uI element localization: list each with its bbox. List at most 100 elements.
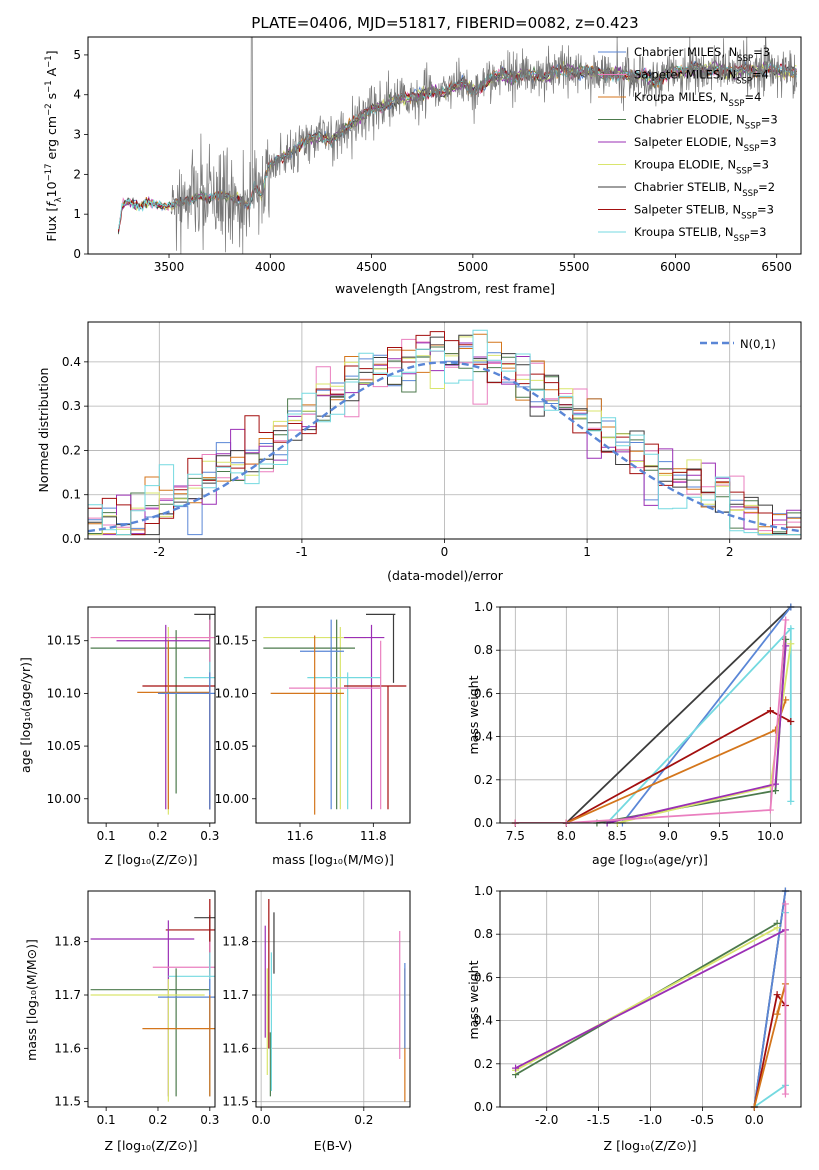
spec-ytick-label-1: 1 — [73, 207, 81, 221]
agez-ytick-label-1: 10.05 — [47, 739, 81, 753]
agez-ytick-label-0: 10.00 — [47, 792, 81, 806]
spec-legend-label-5: Kroupa ELODIE, NSSP=3 — [634, 158, 769, 177]
agez-xtick-label-2: 0.3 — [200, 829, 219, 843]
spec-xtick-label-2: 4500 — [356, 260, 387, 274]
hist-ytick-label-4: 0.4 — [62, 355, 81, 369]
mwage-line-3 — [515, 709, 792, 823]
mwage-ytick-label-3: 0.6 — [474, 686, 493, 700]
mwage-xtick-label-4: 9.5 — [710, 829, 729, 843]
agem-ytick-label-2: 10.10 — [215, 686, 249, 700]
mwz-ytick-label-5: 1.0 — [474, 884, 493, 898]
spec-legend-label-6: Chabrier STELIB, NSSP=2 — [634, 180, 775, 199]
massebv-ytick-label-2: 11.7 — [222, 988, 249, 1002]
hist-xtick-label-4: 2 — [726, 545, 734, 559]
spec-xtick-label-6: 6500 — [761, 260, 792, 274]
hist-frame — [87, 321, 802, 540]
spec-legend-label-8: Kroupa STELIB, NSSP=3 — [634, 225, 766, 244]
massz-xlabel: Z [log₁₀(Z/Z⊙)] — [105, 1138, 198, 1153]
hist-ytick-label-3: 0.3 — [62, 399, 81, 413]
mwage-marker-3-2 — [766, 707, 774, 715]
spec-ytick-label-3: 3 — [73, 128, 81, 142]
mwz-frame — [499, 890, 802, 1108]
spec-xtick-label-0: 3500 — [154, 260, 185, 274]
agem-xtick-label-1: 11.8 — [360, 829, 387, 843]
mwz-ytick-label-0: 0.0 — [474, 1100, 493, 1114]
mwage-marker-3-3 — [787, 717, 795, 725]
agez-xtick-label-1: 0.2 — [148, 829, 167, 843]
hist-step-kroupa-stelib — [88, 329, 801, 536]
mwage-ytick-label-0: 0.0 — [474, 816, 493, 830]
agez-ylabel: age [log₁₀(age/yr)] — [18, 657, 33, 773]
spec-legend-label-7: Salpeter STELIB, NSSP=3 — [634, 203, 774, 222]
mwage-marker-8-2 — [766, 806, 774, 814]
age-vs-metallicity-panel: 0.1 0.2 0.3 10.00 10.05 10.10 10.15 Z [log₁₀(Z/… — [18, 606, 219, 867]
mwage-ytick-label-5: 1.0 — [474, 600, 493, 614]
mwage-ylabel: mass weight — [466, 675, 481, 754]
agez-xtick-label-0: 0.1 — [97, 829, 116, 843]
massebv-ytick-label-0: 11.5 — [222, 1095, 249, 1109]
mwz-xtick-label-2: -1.0 — [639, 1113, 662, 1127]
massz-ytick-label-3: 11.8 — [54, 935, 81, 949]
agez-ytick-label-3: 10.15 — [47, 634, 81, 648]
spec-ytick-label-4: 4 — [73, 88, 81, 102]
mwage-xtick-label-5: 10.0 — [757, 829, 784, 843]
mwz-ytick-label-3: 0.6 — [474, 970, 493, 984]
mwz-ylabel: mass weight — [466, 960, 481, 1039]
mwz-xlabel: Z [log₁₀(Z/Z⊙)] — [604, 1138, 697, 1153]
mwage-marker-5-1 — [771, 787, 779, 795]
massebv-ytick-label-3: 11.8 — [222, 935, 249, 949]
hist-xtick-label-2: 0 — [441, 545, 449, 559]
mass-weight-vs-metallicity-panel: -2.0 -1.5 -1.0 -0.5 0.0 0.0 0.2 0.4 0.6 0.8 1.0 Z [… — [466, 884, 802, 1153]
spec-legend-label-4: Salpeter ELODIE, NSSP=3 — [634, 135, 777, 154]
mwz-marker-8-1 — [781, 1090, 789, 1098]
spec-ylabel: Flux [fλ10−17 erg cm−2 s−1 A−1] — [44, 50, 64, 241]
spec-xtick-label-1: 4000 — [255, 260, 286, 274]
massebv-xtick-label-0: 0.0 — [252, 1113, 271, 1127]
mwz-line-1 — [753, 891, 787, 1107]
spec-legend-label-3: Chabrier ELODIE, NSSP=3 — [634, 113, 778, 132]
hist-step-salpeter-stelib — [88, 331, 801, 536]
mwage-marker-2-1 — [787, 625, 795, 633]
mwage-line-2 — [606, 626, 792, 823]
mass-weight-vs-age-panel: 7.5 8.0 8.5 9.0 9.5 10.0 0.0 0.2 0.4 0.6 0.8 1.0 age… — [466, 600, 802, 867]
mwz-marker-7-0 — [512, 1064, 520, 1072]
mwage-line-8 — [515, 619, 787, 823]
hist-legend-label: N(0,1) — [740, 337, 776, 351]
massz-xtick-label-2: 0.3 — [200, 1113, 219, 1127]
spec-legend-label-1: Salpeter MILES, NSSP=4 — [634, 68, 769, 87]
spec-legend-label-2: Kroupa MILES, NSSP=4 — [634, 90, 761, 109]
hist-xtick-label-1: -1 — [296, 545, 308, 559]
agem-ytick-label-3: 10.15 — [215, 634, 249, 648]
residual-histogram-panel: -2 -1 0 1 2 0.0 0.1 0.2 0.3 0.4 (data-model)/error… — [36, 321, 802, 583]
mass-vs-ebv-panel: 0.0 0.2 11.5 11.6 11.7 11.8 E(B-V) — [222, 890, 411, 1153]
spec-ytick-label-2: 2 — [73, 167, 81, 181]
mwz-marker-6-1 — [773, 924, 781, 932]
mwage-ytick-label-4: 0.8 — [474, 643, 493, 657]
massz-frame — [87, 890, 216, 1108]
mwz-ytick-label-2: 0.4 — [474, 1014, 493, 1028]
massebv-frame — [255, 890, 411, 1108]
hist-ytick-label-0: 0.0 — [62, 532, 81, 546]
hist-xlabel: (data-model)/error — [387, 568, 504, 583]
mwz-xtick-label-4: 0.0 — [745, 1113, 764, 1127]
massebv-xlabel: E(B-V) — [314, 1138, 353, 1153]
agez-xlabel: Z [log₁₀(Z/Z⊙)] — [105, 852, 198, 867]
massz-ytick-label-2: 11.7 — [54, 988, 81, 1002]
hist-ytick-label-2: 0.2 — [62, 443, 81, 457]
agem-ytick-label-1: 10.05 — [215, 739, 249, 753]
mwage-xtick-label-2: 8.5 — [608, 829, 627, 843]
mwage-ytick-label-1: 0.2 — [474, 773, 493, 787]
spec-xtick-label-3: 5000 — [458, 260, 489, 274]
mwage-xtick-label-0: 7.5 — [506, 829, 525, 843]
agez-frame — [87, 606, 216, 824]
mwage-marker-8-3 — [782, 616, 790, 624]
massz-ytick-label-1: 11.6 — [54, 1041, 81, 1055]
mwz-marker-8-0 — [781, 900, 789, 908]
hist-xtick-label-3: 1 — [583, 545, 591, 559]
mwz-marker-4-2 — [773, 1010, 781, 1018]
agem-xtick-label-0: 11.6 — [287, 829, 314, 843]
spec-xtick-label-4: 5500 — [559, 260, 590, 274]
mwz-line-7 — [515, 929, 786, 1069]
spec-ytick-label-5: 5 — [73, 48, 81, 62]
mwage-marker-6-2 — [787, 640, 795, 648]
